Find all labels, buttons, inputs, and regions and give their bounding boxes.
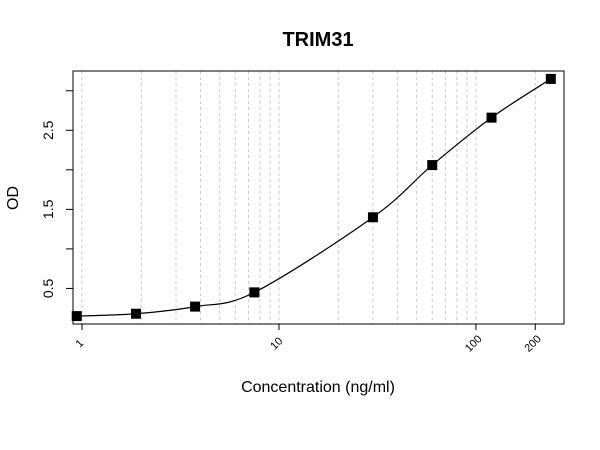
x-tick-label: 200	[522, 333, 543, 354]
plot-frame	[72, 70, 565, 325]
data-point	[131, 308, 142, 319]
y-tick-label: 1.5	[40, 199, 56, 219]
data-point	[249, 287, 260, 298]
x-tick-label: 100	[463, 333, 484, 354]
y-tick-label: 2.5	[40, 120, 56, 140]
data-point	[367, 212, 378, 223]
fit-curve	[76, 78, 552, 317]
data-points	[71, 73, 556, 322]
data-point	[545, 73, 556, 84]
grid	[81, 71, 536, 324]
data-point	[190, 301, 201, 312]
y-axis-label: OD	[5, 186, 22, 210]
x-tick-label: 1	[73, 337, 86, 350]
data-point	[71, 311, 82, 322]
chart-title: TRIM31	[282, 29, 353, 51]
x-tick-label: 10	[268, 335, 285, 352]
x-axis-label: Concentration (ng/ml)	[241, 379, 395, 396]
data-point	[486, 112, 497, 123]
y-axis: 0.5 1.5 2.5	[40, 90, 73, 298]
y-tick-label: 0.5	[40, 278, 56, 298]
x-axis: 1 10 100 200	[73, 324, 544, 355]
data-point	[427, 160, 438, 171]
